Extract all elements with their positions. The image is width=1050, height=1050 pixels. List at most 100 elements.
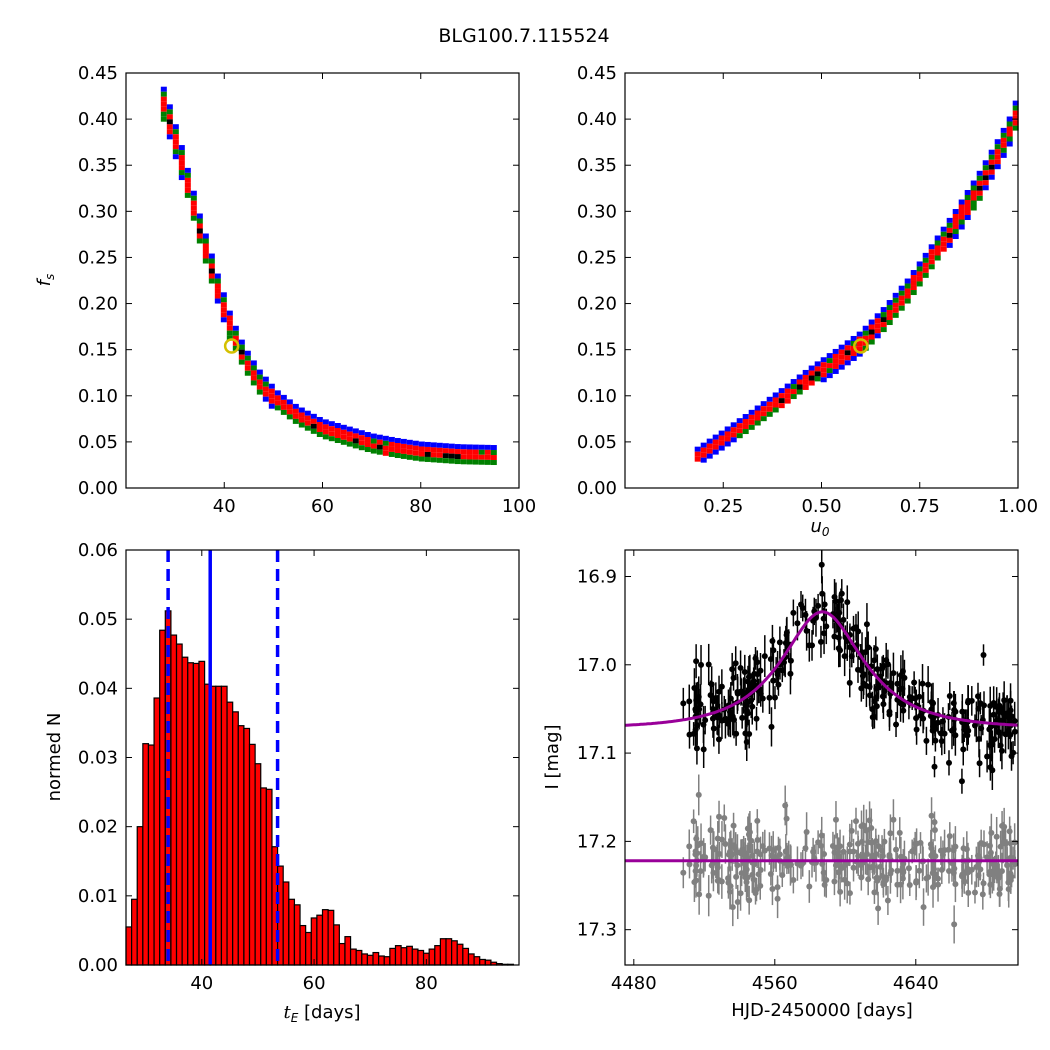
control-point bbox=[774, 884, 781, 891]
density-cell bbox=[718, 430, 725, 436]
histogram-bar bbox=[462, 947, 470, 966]
density-cell bbox=[892, 307, 899, 313]
density-cell bbox=[196, 223, 203, 229]
control-point bbox=[883, 874, 890, 881]
density-cell bbox=[220, 317, 227, 323]
density-cell bbox=[364, 437, 371, 443]
density-cell bbox=[268, 398, 275, 404]
y-axis-label: I [mag] bbox=[542, 724, 563, 789]
event-point bbox=[716, 688, 723, 695]
density-cell bbox=[466, 444, 473, 450]
y-tick-label: 0.00 bbox=[78, 955, 118, 976]
histogram-bars bbox=[125, 610, 514, 966]
y-tick-label: 0.45 bbox=[78, 63, 118, 84]
density-cell bbox=[184, 172, 191, 178]
density-cell bbox=[976, 190, 983, 196]
density-cell bbox=[826, 363, 833, 369]
density-cell bbox=[298, 417, 305, 423]
density-cell bbox=[358, 445, 365, 451]
control-point bbox=[928, 852, 935, 859]
control-point bbox=[690, 818, 697, 825]
x-tick-label: 80 bbox=[409, 496, 432, 517]
density-cell bbox=[934, 255, 941, 261]
density-cell bbox=[298, 422, 305, 428]
density-cell bbox=[376, 434, 383, 440]
density-cell bbox=[406, 444, 413, 450]
control-point bbox=[821, 851, 828, 858]
y-tick-label: 17.1 bbox=[577, 743, 617, 764]
histogram-bar bbox=[136, 826, 144, 966]
density-cell bbox=[484, 444, 491, 450]
control-point bbox=[810, 848, 817, 855]
density-cell bbox=[418, 441, 425, 447]
density-cell bbox=[394, 438, 401, 444]
density-cell bbox=[742, 419, 749, 425]
density-cell bbox=[208, 258, 215, 264]
density-cell bbox=[490, 460, 497, 466]
control-point bbox=[912, 840, 919, 847]
event-point bbox=[900, 702, 907, 709]
density-cell bbox=[418, 446, 425, 452]
histogram-bar bbox=[467, 953, 475, 966]
histogram-bar bbox=[125, 926, 133, 966]
control-point bbox=[950, 847, 957, 854]
density-cell bbox=[304, 410, 311, 416]
event-point bbox=[750, 677, 757, 684]
density-cell bbox=[478, 449, 485, 455]
density-cell bbox=[712, 444, 719, 450]
density-cell bbox=[262, 396, 269, 402]
density-cell bbox=[928, 254, 935, 260]
density-cell bbox=[436, 452, 443, 458]
density-cell bbox=[250, 370, 257, 376]
density-cell bbox=[202, 238, 209, 244]
density-cell bbox=[694, 446, 701, 452]
axes-frame bbox=[624, 549, 1019, 966]
density-cell bbox=[958, 199, 965, 205]
density-cell bbox=[898, 285, 905, 291]
density-cell bbox=[238, 354, 245, 360]
density-cell bbox=[400, 448, 407, 454]
event-point bbox=[722, 715, 729, 722]
event-point bbox=[858, 685, 865, 692]
density-cell bbox=[736, 423, 743, 429]
density-cell bbox=[454, 444, 461, 450]
density-cell bbox=[970, 190, 977, 196]
axes-frame bbox=[125, 72, 520, 489]
density-cell bbox=[868, 329, 875, 335]
control-point bbox=[686, 843, 693, 850]
control-point bbox=[680, 869, 687, 876]
x-tick-label: 0.50 bbox=[801, 496, 841, 517]
density-cell bbox=[304, 415, 311, 421]
density-cell bbox=[964, 205, 971, 211]
density-cell bbox=[736, 433, 743, 439]
density-cell bbox=[832, 363, 839, 369]
density-cell bbox=[760, 411, 767, 417]
control-point bbox=[686, 861, 693, 868]
density-cell bbox=[700, 447, 707, 453]
control-point bbox=[726, 848, 733, 855]
density-cell bbox=[778, 388, 785, 394]
histogram-bar bbox=[220, 685, 228, 966]
density-cell bbox=[946, 222, 953, 228]
density-cell bbox=[178, 165, 185, 171]
density-cell bbox=[424, 441, 431, 447]
density-cell bbox=[1000, 147, 1007, 153]
density-cell bbox=[736, 428, 743, 434]
density-cell bbox=[172, 129, 179, 135]
density-cell bbox=[310, 423, 317, 429]
density-cell bbox=[844, 345, 851, 351]
x-tick-label: 40 bbox=[213, 496, 236, 517]
density-cell bbox=[388, 451, 395, 457]
density-cell bbox=[778, 398, 785, 404]
control-point bbox=[770, 847, 777, 854]
density-cell bbox=[388, 446, 395, 452]
control-point bbox=[769, 886, 776, 893]
control-point bbox=[945, 846, 952, 853]
density-cell bbox=[262, 381, 269, 387]
density-cell bbox=[436, 457, 443, 463]
density-cell bbox=[418, 456, 425, 462]
control-point bbox=[993, 833, 1000, 840]
density-cell bbox=[730, 422, 737, 428]
density-cell bbox=[844, 350, 851, 356]
density-cell bbox=[406, 449, 413, 455]
